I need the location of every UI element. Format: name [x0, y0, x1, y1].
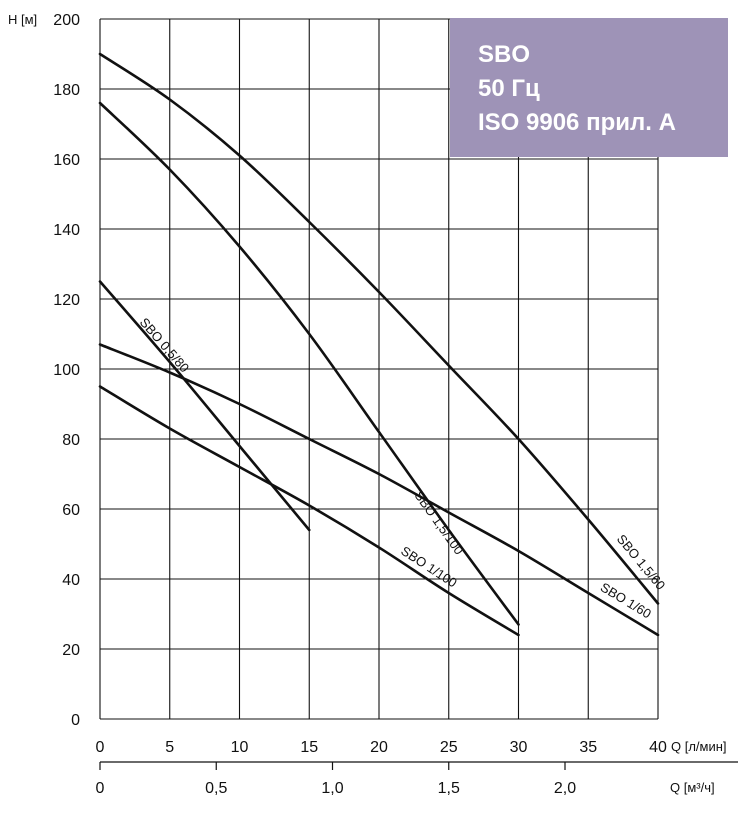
curve-sbo-1-60 — [98, 343, 660, 637]
info-series-name: SBO — [478, 41, 531, 68]
series-label: SBO 0,5/80 — [137, 315, 192, 376]
curves — [98, 52, 660, 637]
y-tick-label: 200 — [53, 12, 80, 29]
y-tick-label: 20 — [62, 642, 80, 659]
y-axis-title: H [м] — [8, 12, 37, 27]
curve-sbo-0-5-80 — [98, 280, 311, 532]
x-tick-label: 15 — [300, 739, 318, 756]
secondary-axis-title: Q [м³/ч] — [670, 780, 715, 795]
x-tick-label: 5 — [165, 739, 174, 756]
secondary-axis-tick-label: 0,5 — [205, 780, 227, 797]
secondary-axis-tick-label: 1,0 — [321, 780, 343, 797]
y-tick-label: 60 — [62, 502, 80, 519]
x-tick-label: 35 — [579, 739, 597, 756]
curve-sbo-1-100 — [98, 385, 520, 637]
y-tick-label: 40 — [62, 572, 80, 589]
x-tick-label: 0 — [96, 739, 105, 756]
x-tick-label: 30 — [510, 739, 528, 756]
y-tick-label: 100 — [53, 362, 80, 379]
secondary-axis-tick-label: 0 — [96, 780, 105, 797]
x-axis-title: Q [л/мин] — [671, 739, 727, 754]
y-tick-label: 80 — [62, 432, 80, 449]
y-tick-label: 180 — [53, 82, 80, 99]
series-label: SBO 1,5/100 — [411, 488, 466, 557]
info-standard: ISO 9906 прил. А — [478, 109, 676, 136]
y-tick-label: 160 — [53, 152, 80, 169]
y-tick-label: 0 — [71, 712, 80, 729]
y-tick-label: 120 — [53, 292, 80, 309]
curve-sbo-1-5-60 — [98, 52, 660, 605]
secondary-axis-tick-label: 2,0 — [554, 780, 576, 797]
info-box: SBO 50 Гц ISO 9906 прил. А — [450, 18, 728, 157]
axes: 0 20 40 60 80 100 120 140 160 180 200 0 5 10 15 20 25 30 3… — [8, 12, 738, 797]
y-tick-label: 140 — [53, 222, 80, 239]
x-tick-label: 10 — [231, 739, 249, 756]
grid — [99, 18, 659, 720]
x-tick-label: 40 — [649, 739, 667, 756]
x-tick-label: 20 — [370, 739, 388, 756]
curve-sbo-1-5-100 — [98, 101, 520, 626]
info-frequency: 50 Гц — [478, 75, 540, 102]
x-tick-label: 25 — [440, 739, 458, 756]
secondary-axis-tick-label: 1,5 — [438, 780, 460, 797]
